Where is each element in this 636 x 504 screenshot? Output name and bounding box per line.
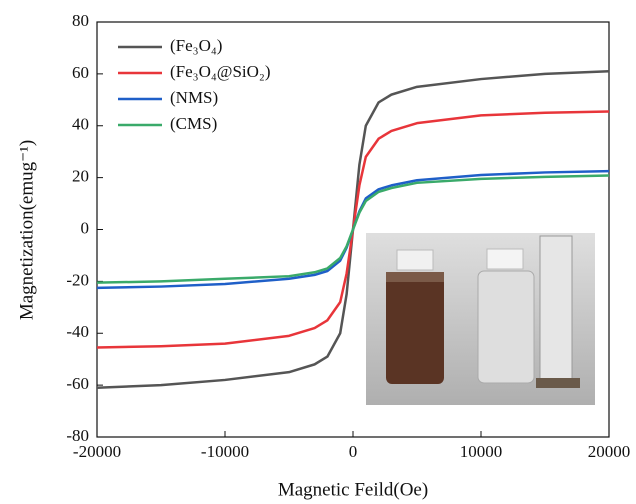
y-tick-label: -80 — [66, 426, 89, 445]
legend-label: (Fe₃O₄@SiO₂) — [170, 62, 271, 81]
y-tick-label: 40 — [72, 115, 89, 134]
x-tick-label: 10000 — [460, 442, 503, 461]
y-tick-label: 60 — [72, 63, 89, 82]
y-tick-label: 20 — [72, 167, 89, 186]
legend-label: (Fe₃O₄) — [170, 36, 222, 55]
legend-label: (CMS) — [170, 114, 217, 133]
y-tick-label: 80 — [72, 11, 89, 30]
inset-photo — [366, 233, 595, 405]
series-line — [96, 174, 610, 284]
x-axis-label: Magnetic Feild(Oe) — [278, 479, 428, 500]
y-tick-label: -40 — [66, 322, 89, 341]
y-axis-label: Magnetization(emug⁻¹) — [16, 140, 37, 320]
y-tick-label: -20 — [66, 270, 89, 289]
legend-label: (NMS) — [170, 88, 218, 107]
y-tick-label: -60 — [66, 374, 89, 393]
x-tick-label: 0 — [349, 442, 358, 461]
x-tick-label: -10000 — [201, 442, 249, 461]
x-tick-label: -20000 — [73, 442, 121, 461]
x-tick-label: 20000 — [588, 442, 631, 461]
y-tick-label: 0 — [81, 218, 90, 237]
